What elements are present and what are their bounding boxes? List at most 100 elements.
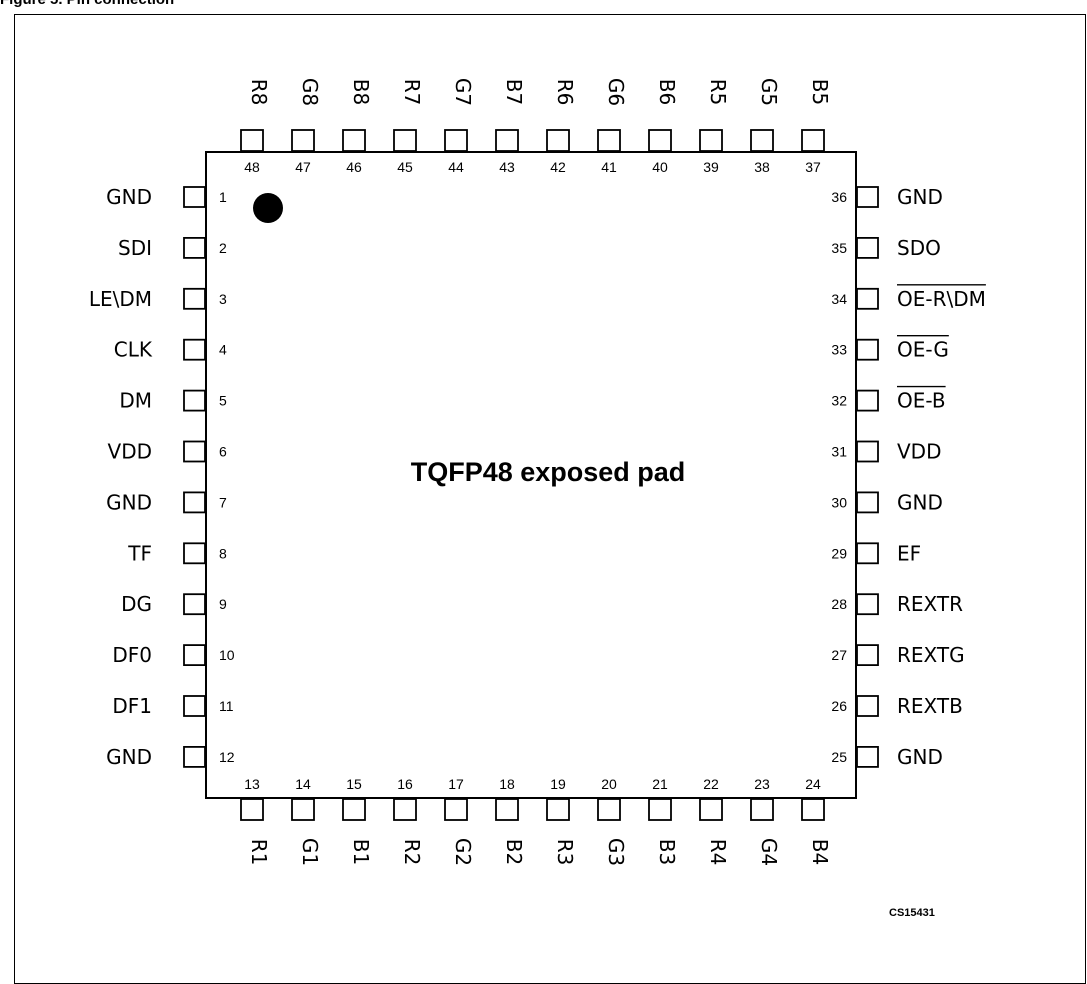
pin-pad xyxy=(801,798,825,821)
pin-name: R4 xyxy=(706,839,730,866)
pin-name: G7 xyxy=(451,78,475,106)
pin-number: 38 xyxy=(754,159,770,175)
pin-name: B2 xyxy=(502,839,526,865)
pin-number: 19 xyxy=(550,776,566,792)
pin-pad xyxy=(856,186,879,208)
pin-pad xyxy=(183,389,206,412)
pin-number: 42 xyxy=(550,159,566,175)
pin-name: G2 xyxy=(451,838,475,866)
pin-name: EF xyxy=(897,541,921,565)
pin-name: TF xyxy=(127,541,152,565)
pin-name: R8 xyxy=(247,79,271,106)
pin-number: 26 xyxy=(831,698,847,714)
pin-number: 23 xyxy=(754,776,770,792)
pin-number: 5 xyxy=(219,393,227,409)
pin-name: LE\DM xyxy=(89,287,152,311)
pin-number: 25 xyxy=(831,749,847,765)
pin-number: 15 xyxy=(346,776,362,792)
pin-number: 40 xyxy=(652,159,668,175)
pin-pad xyxy=(393,129,417,152)
pin-pad xyxy=(648,798,672,821)
pin-number: 20 xyxy=(601,776,617,792)
pin-name: G8 xyxy=(298,78,322,106)
pin-name: SDI xyxy=(118,236,152,260)
pin-name: OE-B xyxy=(897,389,946,413)
pin-pad xyxy=(183,440,206,463)
pin-pad xyxy=(597,798,621,821)
pin-pad xyxy=(183,236,206,259)
pin-pad xyxy=(342,798,366,821)
pin-name: CLK xyxy=(114,338,153,362)
pin-number: 28 xyxy=(831,596,847,612)
pin-number: 30 xyxy=(831,494,847,510)
pin-name: DG xyxy=(121,592,152,616)
pin-number: 33 xyxy=(831,342,847,358)
pin-pad xyxy=(699,129,723,152)
pin-number: 14 xyxy=(295,776,311,792)
pin1-marker-dot xyxy=(253,193,283,223)
pin-pad xyxy=(856,746,879,768)
pin-pad xyxy=(183,338,206,361)
pin-pad xyxy=(183,287,206,310)
pin-name: B4 xyxy=(808,839,832,865)
pin-name: R3 xyxy=(553,839,577,866)
pin-pad xyxy=(750,129,774,152)
pin-name: G4 xyxy=(757,838,781,866)
pin-number: 32 xyxy=(831,393,847,409)
pin-number: 3 xyxy=(219,291,227,307)
pin-number: 7 xyxy=(219,494,227,510)
pin-name: REXTB xyxy=(897,694,963,718)
pin-pad xyxy=(240,129,264,152)
pin-name: DM xyxy=(119,389,152,413)
pin-name: GND xyxy=(106,745,152,769)
pin-pad xyxy=(856,695,879,717)
pin-number: 10 xyxy=(219,647,235,663)
pin-number: 36 xyxy=(831,189,847,205)
pin-name: G1 xyxy=(298,838,322,866)
pin-name: G6 xyxy=(604,78,628,106)
pin-pad xyxy=(495,798,519,821)
drawing-code: CS15431 xyxy=(889,907,935,919)
pin-name: B1 xyxy=(349,839,373,865)
pin-pad xyxy=(546,129,570,152)
pin-pad xyxy=(856,338,879,361)
pin-number: 16 xyxy=(397,776,413,792)
pin-name: OE-R\DM xyxy=(897,287,986,311)
pin-pad xyxy=(856,644,879,666)
pin-number: 4 xyxy=(219,342,227,358)
pin-number: 41 xyxy=(601,159,617,175)
pin-pad xyxy=(546,798,570,821)
pin-number: 13 xyxy=(244,776,260,792)
figure-caption: Figure 5. Pin connection xyxy=(0,0,174,8)
pin-pad xyxy=(240,798,264,821)
pin-pad xyxy=(856,236,879,259)
pin-number: 35 xyxy=(831,240,847,256)
pin-number: 6 xyxy=(219,444,227,460)
pin-pad xyxy=(495,129,519,152)
pin-name: R1 xyxy=(247,839,271,866)
pin-name: OE-G xyxy=(897,338,949,362)
pin-pad xyxy=(699,798,723,821)
pin-name: DF1 xyxy=(112,694,152,718)
pin-name: R2 xyxy=(400,839,424,866)
pin-name: VDD xyxy=(108,440,152,464)
pins-layer: 1 GND 2 SDI 3 LE\DM 4 CLK 5 DM 6 VDD 7 GND 8 TF 9 DG 10 DF0… xyxy=(89,78,986,866)
pin-number: 37 xyxy=(805,159,821,175)
pin-pad xyxy=(856,287,879,310)
pin-number: 22 xyxy=(703,776,719,792)
pin-number: 8 xyxy=(219,545,227,561)
pin-pad xyxy=(444,798,468,821)
pin-pad xyxy=(342,129,366,152)
pin-number: 24 xyxy=(805,776,821,792)
pin-pad xyxy=(597,129,621,152)
pin-pad xyxy=(750,798,774,821)
pin-number: 29 xyxy=(831,545,847,561)
pin-pad xyxy=(183,695,206,717)
pin-pad xyxy=(183,644,206,666)
pin-pad xyxy=(856,542,879,565)
pin-name: GND xyxy=(106,185,152,209)
pin-pad xyxy=(856,593,879,616)
pin-pad xyxy=(856,491,879,514)
pin-number: 31 xyxy=(831,444,847,460)
